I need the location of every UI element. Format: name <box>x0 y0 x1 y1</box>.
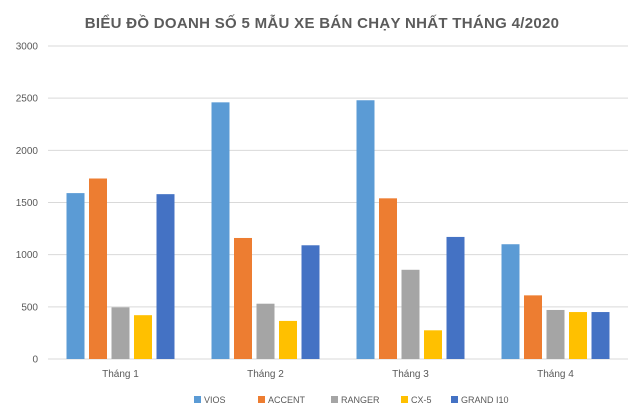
bar <box>66 193 85 359</box>
y-tick-label: 3000 <box>16 42 39 53</box>
bar <box>424 330 442 359</box>
gridlines <box>48 45 628 360</box>
bar <box>591 312 610 359</box>
bar <box>301 245 320 359</box>
legend-swatch <box>331 396 338 403</box>
x-axis-categories: Tháng 1 Tháng 2 Tháng 3 Tháng 4 <box>102 369 574 380</box>
bar <box>446 236 465 359</box>
bar <box>379 198 397 359</box>
x-category-label: Tháng 2 <box>247 369 284 380</box>
y-tick-label: 500 <box>21 302 38 313</box>
bar <box>401 269 420 359</box>
bar <box>89 178 107 359</box>
y-tick-label: 1000 <box>16 250 39 261</box>
legend-swatch <box>258 396 265 403</box>
x-category-label: Tháng 4 <box>537 369 574 380</box>
y-axis-ticks: 0 500 1000 1500 2000 2500 3000 <box>16 42 39 366</box>
legend-label: ACCENT <box>268 395 306 405</box>
x-category-label: Tháng 3 <box>392 369 429 380</box>
bar <box>569 312 587 359</box>
bar <box>524 295 542 359</box>
x-category-label: Tháng 1 <box>102 369 139 380</box>
bar <box>211 102 230 359</box>
y-tick-label: 2500 <box>16 94 39 105</box>
legend-label: CX-5 <box>411 395 432 405</box>
bar <box>234 237 252 359</box>
y-tick-label: 2000 <box>16 146 39 157</box>
bar <box>279 320 297 359</box>
bar <box>134 315 152 359</box>
chart-title: BIỂU ĐỒ DOANH SỐ 5 MẪU XE BÁN CHẠY NHẤT … <box>85 14 560 32</box>
bar <box>546 309 565 359</box>
y-tick-label: 1500 <box>16 198 39 209</box>
legend-label: GRAND I10 <box>461 395 509 405</box>
legend-swatch <box>451 396 458 403</box>
bar <box>501 244 520 359</box>
bar <box>356 100 375 360</box>
bar <box>256 303 275 359</box>
legend: VIOS ACCENT RANGER CX-5 GRAND I10 <box>194 395 509 405</box>
bars <box>66 100 610 360</box>
legend-label: RANGER <box>341 395 380 405</box>
legend-swatch <box>194 396 201 403</box>
y-tick-label: 0 <box>32 355 38 366</box>
legend-swatch <box>401 396 408 403</box>
legend-label: VIOS <box>204 395 226 405</box>
bar <box>111 307 130 359</box>
bar <box>156 194 175 359</box>
